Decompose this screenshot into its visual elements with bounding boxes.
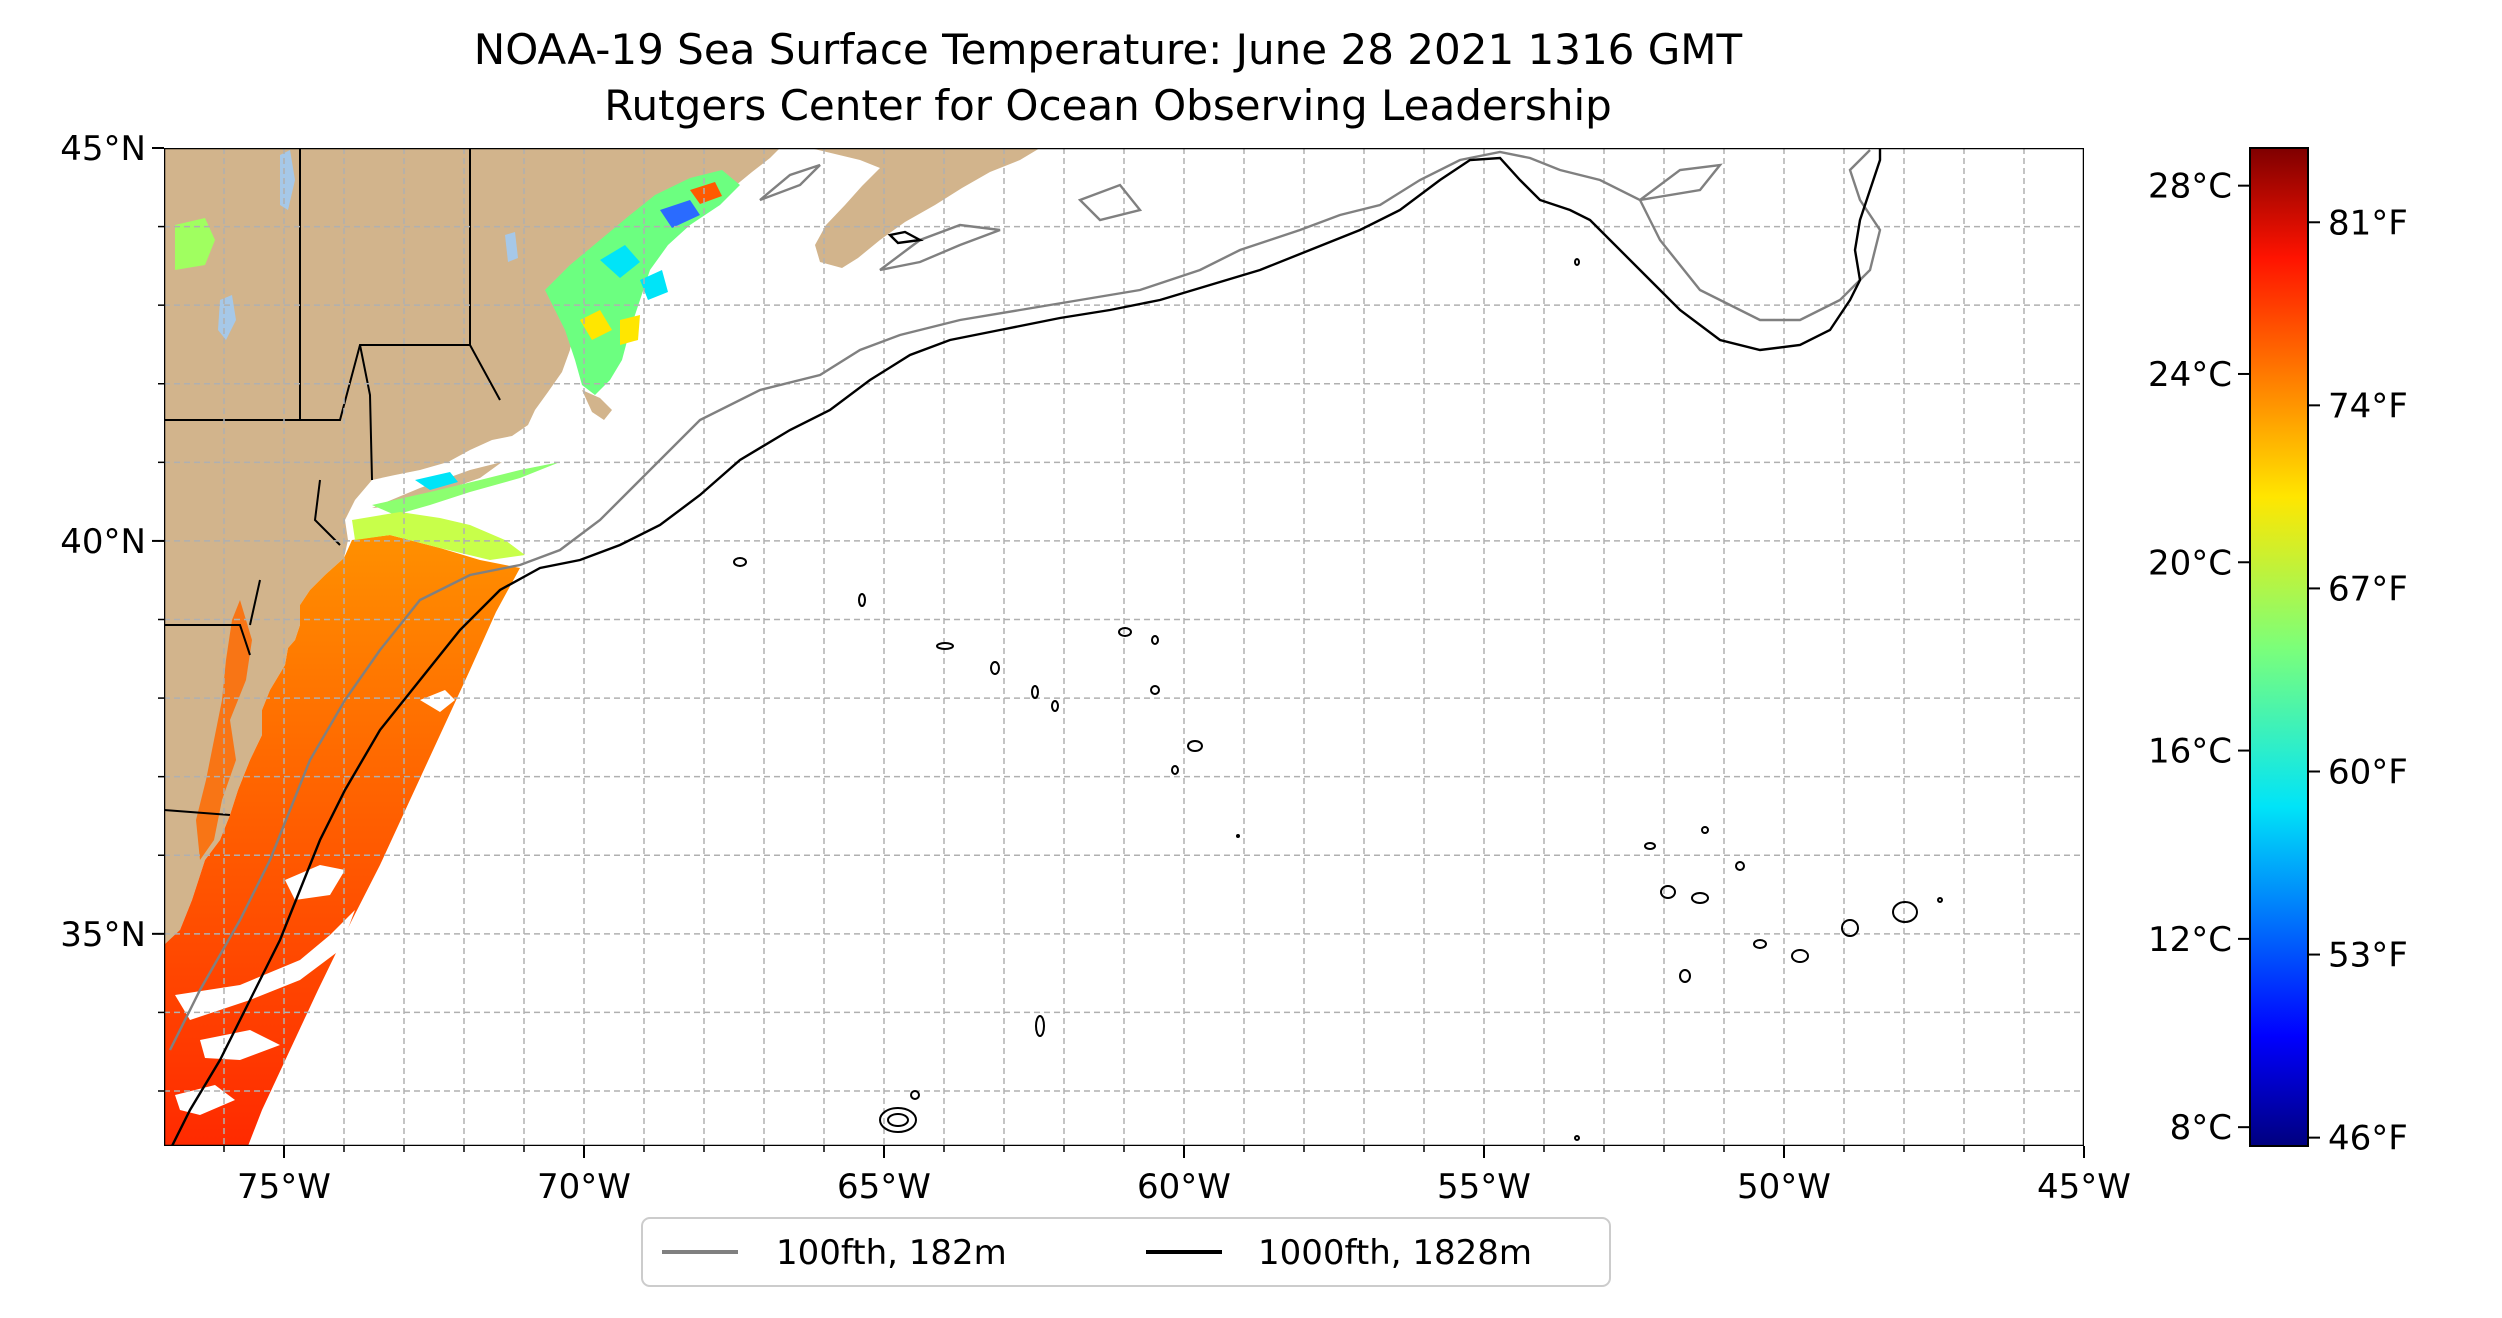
- colorbar-celsius-axis: 28°C 24°C 20°C 16°C 12°C 8°C: [2148, 167, 2250, 1148]
- state-borders: [164, 148, 501, 816]
- x-tick-label: 45°W: [2037, 1167, 2131, 1207]
- colorbar-celsius-label: 28°C: [2148, 167, 2232, 207]
- colorbar-celsius-label: 20°C: [2148, 543, 2232, 583]
- colorbar-fahrenheit-axis: 81°F 74°F 67°F 60°F 53°F 46°F: [2308, 203, 2408, 1159]
- colorbar-celsius-label: 8°C: [2170, 1108, 2232, 1148]
- colorbar-fahrenheit-label: 81°F: [2328, 203, 2408, 243]
- colorbar-celsius-label: 16°C: [2148, 732, 2232, 772]
- legend-label-100fth: 100fth, 182m: [776, 1233, 1007, 1273]
- sst-shelf-edge: [352, 512, 525, 560]
- colorbar-celsius-label: 24°C: [2148, 355, 2232, 395]
- sst-southern-new-england: [372, 462, 560, 515]
- colorbar-fahrenheit-label: 46°F: [2328, 1119, 2408, 1159]
- x-axis: 75°W 70°W 65°W 60°W 55°W 50°W 45°W: [223, 1146, 2131, 1207]
- legend-box: [641, 1217, 1611, 1287]
- seamounts: [733, 258, 1943, 1141]
- land-mainland: [164, 148, 780, 970]
- sst-ny-bight: [415, 472, 458, 490]
- isobath-100fth: [168, 149, 1882, 1051]
- x-tick-label: 70°W: [537, 1167, 631, 1207]
- y-tick-label: 40°N: [60, 522, 146, 562]
- y-tick-label: 45°N: [60, 129, 146, 169]
- x-tick-label: 65°W: [837, 1167, 931, 1207]
- colorbar-fahrenheit-label: 67°F: [2328, 569, 2408, 609]
- map-title-line2: Rutgers Center for Ocean Observing Leade…: [604, 81, 1612, 130]
- x-tick-label: 50°W: [1737, 1167, 1831, 1207]
- x-tick-label: 55°W: [1437, 1167, 1531, 1207]
- legend-label-1000fth: 1000fth, 1828m: [1258, 1233, 1532, 1273]
- colorbar-celsius-label: 12°C: [2148, 920, 2232, 960]
- sst-gulf-of-maine-detail: [580, 182, 722, 345]
- colorbar: 28°C 24°C 20°C 16°C 12°C 8°C 81°F 74°F 67°F 60°F…: [2148, 147, 2408, 1159]
- colorbar-gradient: [2249, 147, 2309, 1147]
- lakes: [218, 150, 518, 340]
- y-axis: 45°N 40°N 35°N: [60, 129, 164, 1092]
- y-tick-label: 35°N: [60, 915, 146, 955]
- land-nova-scotia: [810, 148, 1040, 268]
- land-cape-cod: [582, 390, 612, 420]
- map-legend: 100fth, 182m 1000fth, 1828m: [641, 1217, 1611, 1287]
- x-tick-label: 60°W: [1137, 1167, 1231, 1207]
- colorbar-fahrenheit-label: 60°F: [2328, 752, 2408, 792]
- x-tick-label: 75°W: [237, 1167, 331, 1207]
- map-gridlines: [164, 148, 2084, 1146]
- map-title-line1: NOAA-19 Sea Surface Temperature: June 28…: [474, 25, 1743, 74]
- colorbar-fahrenheit-label: 74°F: [2328, 386, 2408, 426]
- colorbar-fahrenheit-label: 53°F: [2328, 936, 2408, 976]
- sst-inland-bay: [175, 218, 215, 270]
- map-area: [164, 148, 2084, 1146]
- isobath-1000fth: [170, 148, 1882, 1146]
